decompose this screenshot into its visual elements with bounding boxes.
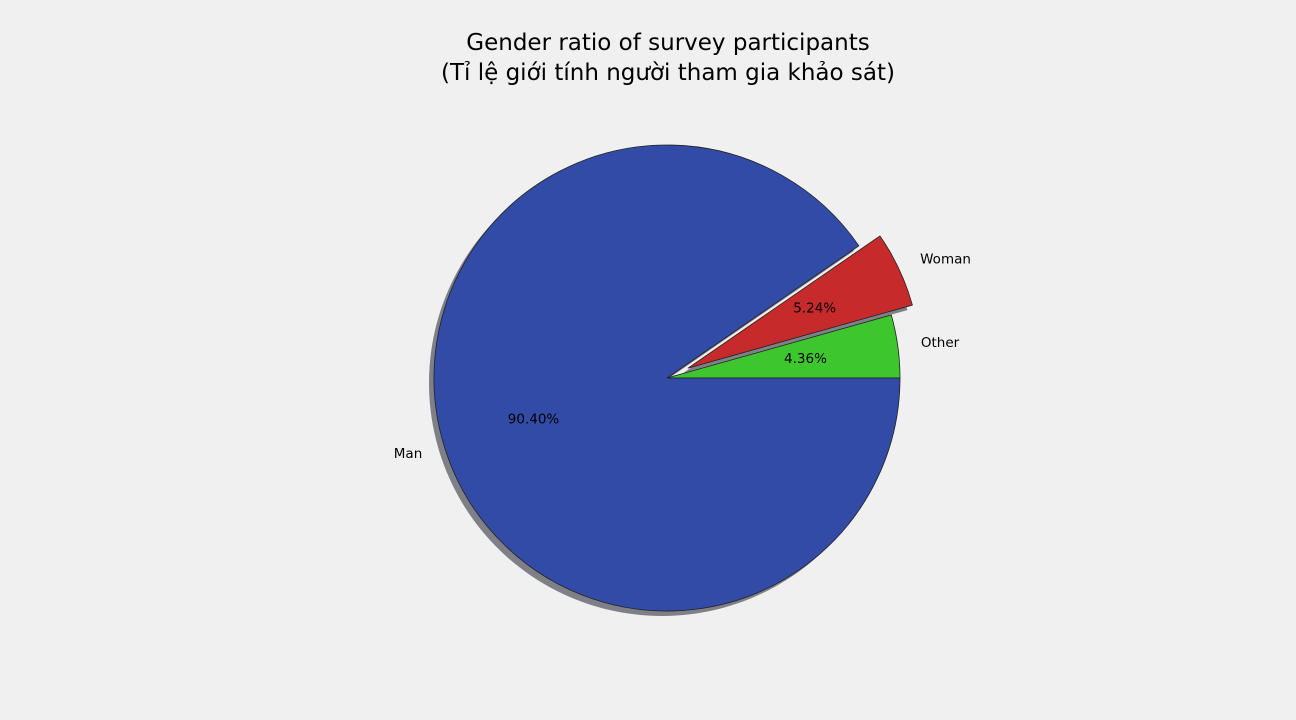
pie-slice-woman xyxy=(687,235,913,369)
chart-title-line-1: Gender ratio of survey participants xyxy=(466,30,870,56)
slice-label-man: Man xyxy=(394,446,422,462)
slice-percent-woman: 5.24% xyxy=(793,301,836,317)
pie-slice-layer xyxy=(433,144,913,612)
chart-subtitle: (Tỉ lệ giới tính người tham gia khảo sát… xyxy=(441,60,895,86)
slice-label-woman: Woman xyxy=(920,251,971,267)
pie-slice-man xyxy=(433,144,901,612)
chart-title: Gender ratio of survey participants (Tỉ … xyxy=(0,28,1296,88)
slice-percent-other: 4.36% xyxy=(784,351,827,367)
pie-label-layer: Other 4.36% Woman 5.24% Man 90.40% xyxy=(394,251,971,462)
slice-label-other: Other xyxy=(921,335,960,351)
slice-percent-man: 90.40% xyxy=(508,412,560,428)
